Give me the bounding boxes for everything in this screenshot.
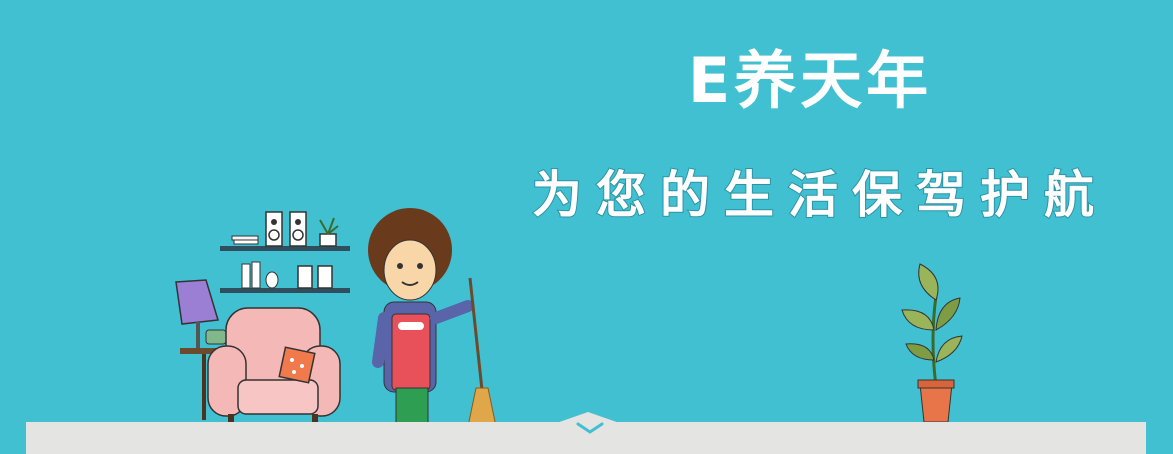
floor-bar — [26, 422, 1146, 454]
armchair-icon — [207, 307, 341, 434]
scroll-tab — [548, 412, 628, 426]
page-title: E养天年 — [687, 44, 933, 117]
housekeeper-icon — [358, 208, 474, 440]
page-subtitle: 为您的生活保驾护航 — [531, 166, 1108, 224]
potted-plant-icon — [901, 263, 963, 423]
lamp-icon — [175, 279, 240, 420]
shelf-icon — [220, 211, 350, 293]
chevron-down-icon[interactable] — [572, 421, 608, 437]
